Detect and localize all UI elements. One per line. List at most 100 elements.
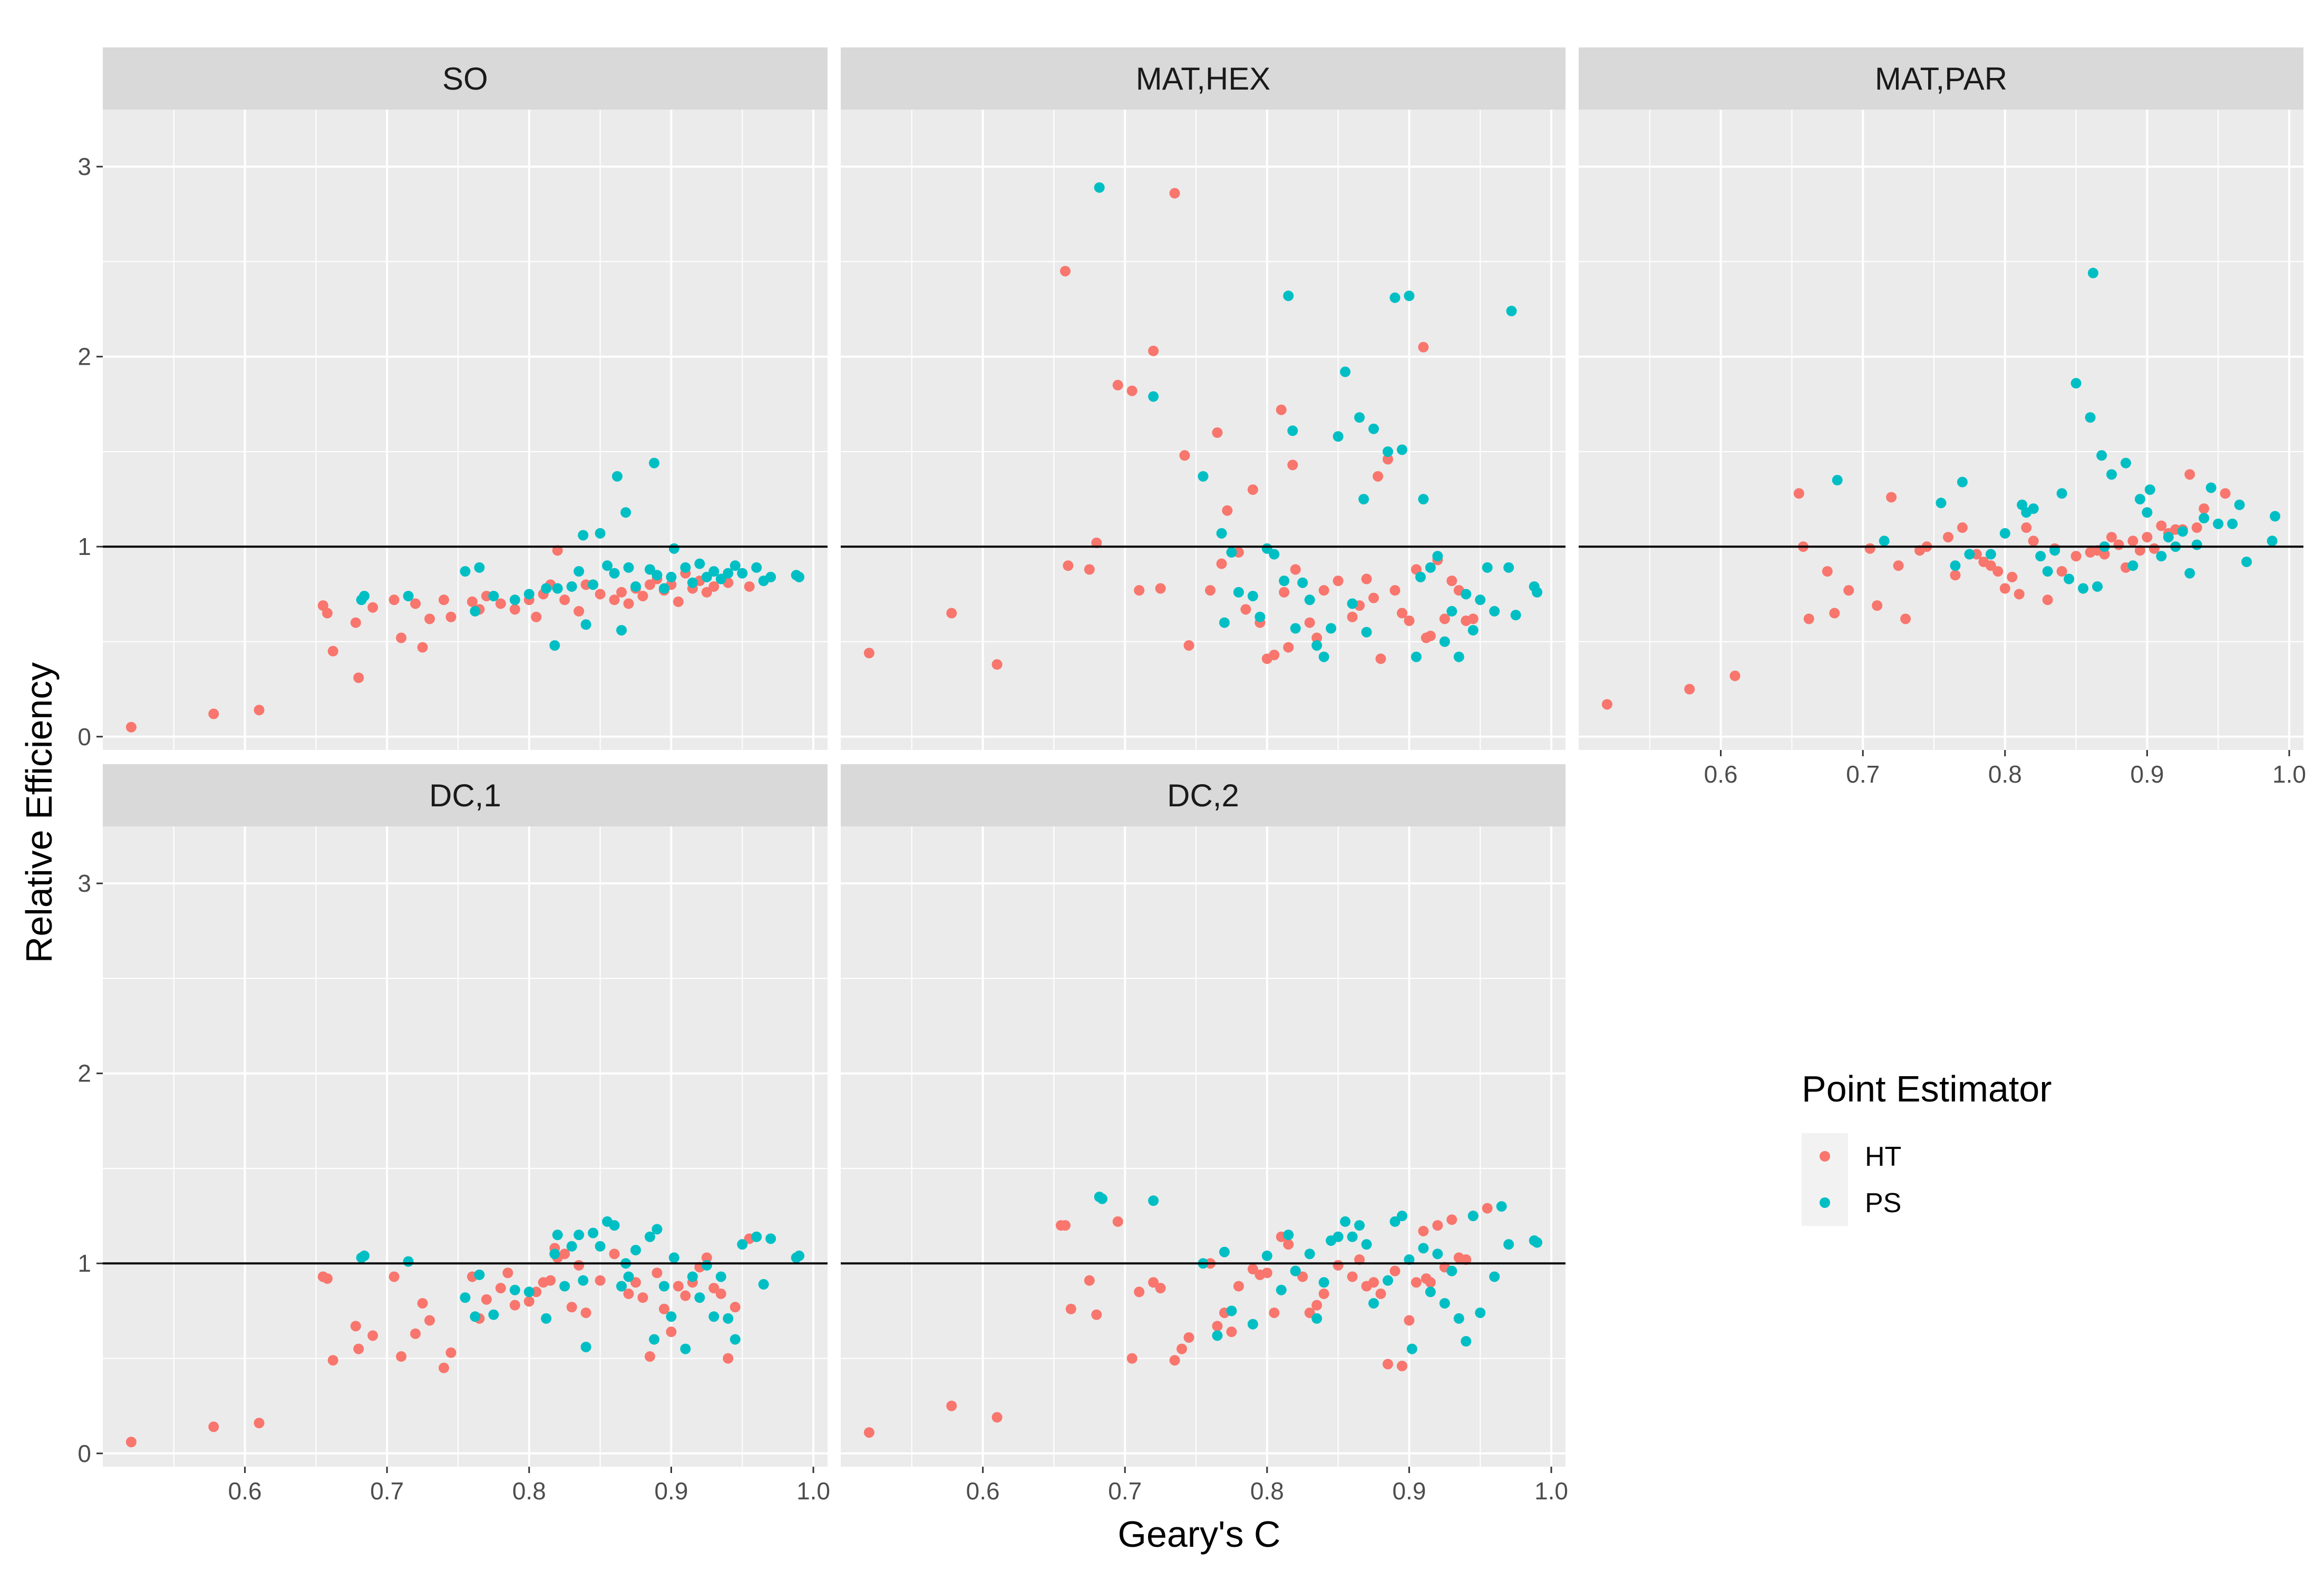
data-point-ps (701, 1260, 712, 1271)
data-point-ht (559, 594, 570, 606)
panel-strip (841, 764, 1565, 826)
data-point-ht (350, 1321, 361, 1332)
data-point-ht (545, 1275, 556, 1286)
x-tick-label: 1.0 (1534, 1477, 1568, 1505)
data-point-ht (353, 672, 364, 683)
panel-background (1579, 110, 2303, 750)
data-point-ht (673, 596, 684, 607)
data-point-ps (1287, 425, 1298, 436)
data-point-ht (630, 1277, 641, 1288)
data-point-ht (1269, 1307, 1280, 1318)
data-point-ht (2106, 532, 2117, 543)
x-tick-label: 0.7 (1846, 760, 1880, 788)
data-point-ht (623, 598, 634, 609)
data-point-ht (946, 608, 957, 619)
data-point-ht (1318, 1288, 1329, 1299)
data-point-ps (1389, 1216, 1401, 1227)
data-point-ht (637, 590, 648, 601)
data-point-ht (1112, 379, 1123, 391)
data-point-ps (359, 590, 370, 601)
data-point-ht (609, 1249, 620, 1260)
data-point-ht (2014, 589, 2025, 600)
data-point-ht (1361, 573, 1372, 584)
data-point-ps (2234, 499, 2245, 510)
data-point-ht (445, 611, 456, 622)
data-point-ps (1304, 594, 1315, 606)
data-point-ps (1354, 412, 1365, 423)
data-point-ht (2156, 520, 2167, 531)
data-point-ps (1094, 182, 1105, 193)
data-point-ps (708, 1311, 719, 1322)
data-point-ps (1489, 606, 1500, 617)
data-point-ps (2227, 518, 2238, 529)
data-point-ht (1333, 1260, 1344, 1271)
data-point-ht (1279, 587, 1290, 598)
data-point-ps (658, 583, 669, 594)
data-point-ht (1829, 608, 1840, 619)
data-point-ht (1803, 613, 1814, 625)
data-point-ht (1212, 427, 1223, 438)
data-point-ht (2007, 571, 2018, 582)
data-point-ps (541, 1313, 552, 1324)
panel-strip (103, 47, 828, 110)
data-point-ht (208, 708, 219, 719)
data-point-ps (765, 571, 776, 582)
data-point-ps (2199, 513, 2210, 524)
panel-dc-2: DC,2 (841, 764, 1565, 1467)
panel-background (841, 826, 1565, 1467)
data-point-ps (1097, 1193, 1108, 1204)
data-point-ps (2156, 551, 2167, 562)
legend-label-ps: PS (1865, 1188, 1901, 1218)
data-point-ht (2220, 488, 2231, 499)
data-point-ps (723, 1313, 734, 1324)
data-point-ps (1297, 577, 1308, 588)
data-point-ht (863, 648, 874, 659)
data-point-ps (2096, 450, 2107, 461)
data-point-ps (1461, 1336, 1472, 1347)
data-point-ps (474, 1269, 485, 1280)
data-point-ps (737, 568, 748, 579)
data-point-ps (1283, 1230, 1294, 1241)
data-point-ht (2199, 503, 2210, 514)
data-point-ps (470, 606, 481, 617)
data-point-ps (1404, 1254, 1415, 1265)
data-point-ht (1467, 613, 1479, 625)
data-point-ht (417, 1298, 428, 1309)
x-tick-label: 0.6 (966, 1477, 1000, 1505)
data-point-ps (1276, 1284, 1287, 1295)
data-point-ps (549, 640, 560, 651)
data-point-ps (701, 571, 712, 582)
data-point-ht (1276, 404, 1287, 415)
data-point-ps (1311, 640, 1323, 651)
data-point-ps (1532, 587, 1543, 598)
data-point-ps (1404, 290, 1415, 301)
data-point-ps (1506, 306, 1517, 317)
data-point-ps (2144, 484, 2155, 495)
data-point-ps (588, 579, 599, 590)
data-point-ps (649, 457, 660, 469)
x-tick-label: 0.8 (1988, 760, 2022, 788)
data-point-ht (1126, 385, 1137, 396)
data-point-ht (1091, 1309, 1102, 1320)
data-point-ps (541, 583, 552, 594)
data-point-ht (2191, 522, 2202, 533)
x-axis-title: Geary's C (1118, 1514, 1281, 1555)
data-point-ht (254, 1418, 265, 1429)
data-point-ht (708, 581, 719, 592)
data-point-ps (1247, 590, 1258, 601)
data-point-ht (1900, 613, 1911, 625)
data-point-ht (1148, 345, 1159, 356)
data-point-ht (644, 579, 655, 590)
data-point-ht (1318, 585, 1329, 596)
data-point-ht (1304, 617, 1315, 628)
data-point-ps (2028, 503, 2039, 514)
data-point-ps (623, 1271, 634, 1282)
data-point-ht (1375, 653, 1386, 664)
data-point-ps (730, 560, 741, 571)
data-point-ht (580, 1307, 591, 1318)
x-tick-label: 1.0 (2272, 760, 2306, 788)
data-point-ht (1269, 649, 1280, 660)
panel-title: DC,2 (1167, 778, 1239, 813)
data-point-ps (1304, 1249, 1315, 1260)
data-point-ps (1311, 1313, 1323, 1324)
